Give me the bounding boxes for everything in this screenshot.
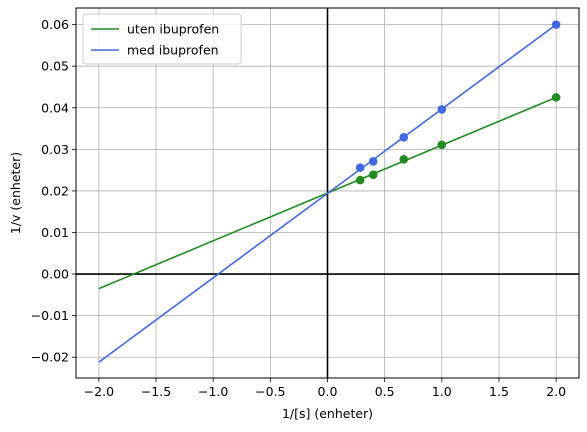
data-point bbox=[368, 170, 378, 180]
y-tick-label: −0.01 bbox=[31, 308, 69, 323]
ticks: −2.0 −1.5 −1.0 −0.5 0.0 0.5 1.0 1.5 2.0 −0.02 −0.0… bbox=[31, 17, 566, 399]
series-line bbox=[98, 23, 557, 363]
y-tick-label: 0.06 bbox=[41, 17, 69, 32]
x-tick-label: 1.0 bbox=[432, 384, 452, 399]
x-tick-label: −2.0 bbox=[84, 384, 114, 399]
x-tick-label: −1.0 bbox=[198, 384, 228, 399]
y-tick-label: 0.01 bbox=[41, 225, 69, 240]
y-tick-label: 0.03 bbox=[41, 142, 69, 157]
legend-label: med ibuprofen bbox=[127, 43, 219, 58]
data-point bbox=[551, 93, 561, 102]
data-point bbox=[399, 155, 409, 164]
y-tick-label: 0.05 bbox=[41, 59, 69, 74]
y-tick-label: −0.02 bbox=[31, 350, 69, 365]
x-axis-label: 1/[s] (enheter) bbox=[282, 406, 373, 421]
x-tick-label: −0.5 bbox=[255, 384, 285, 399]
data-point bbox=[355, 163, 365, 172]
x-tick-label: 0.5 bbox=[375, 384, 395, 399]
legend: uten ibuprofen med ibuprofen bbox=[82, 13, 242, 65]
x-tick-label: −1.5 bbox=[141, 384, 171, 399]
y-tick-label: 0.04 bbox=[41, 100, 69, 115]
data-point bbox=[355, 175, 365, 185]
x-tick-label: 2.0 bbox=[546, 384, 566, 399]
legend-label: uten ibuprofen bbox=[127, 22, 219, 37]
series-layer bbox=[98, 20, 561, 363]
x-tick-label: 1.5 bbox=[489, 384, 509, 399]
legend-box bbox=[82, 13, 242, 65]
data-point bbox=[437, 105, 447, 114]
y-axis-label: 1/v (enheter) bbox=[8, 152, 23, 234]
y-tick-label: 0.02 bbox=[41, 183, 69, 198]
data-point bbox=[551, 20, 561, 29]
data-point bbox=[368, 157, 378, 166]
data-point bbox=[399, 132, 409, 142]
y-tick-label: 0.00 bbox=[41, 267, 69, 282]
x-tick-label: 0.0 bbox=[318, 384, 338, 399]
data-point bbox=[437, 140, 447, 150]
series-2 bbox=[98, 20, 561, 363]
